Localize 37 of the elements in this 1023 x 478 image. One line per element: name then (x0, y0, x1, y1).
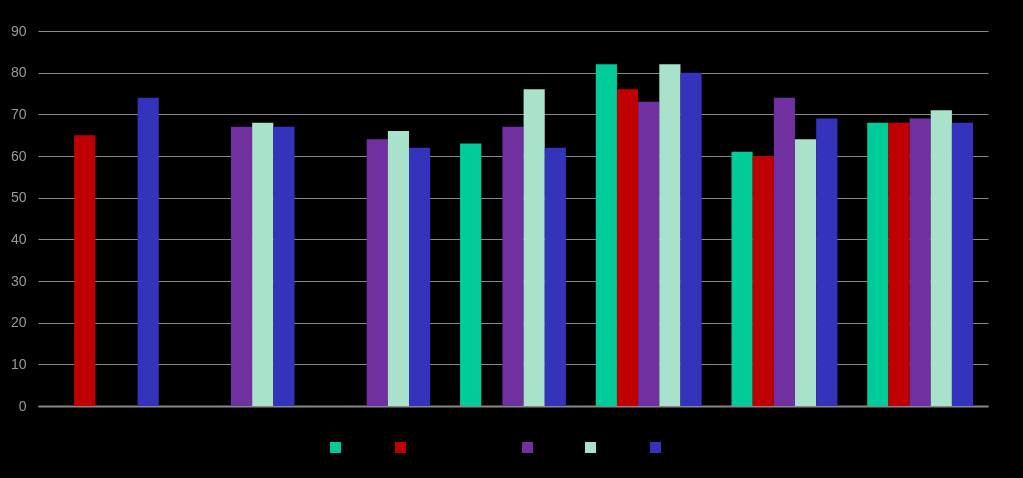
y-tick-label: 10 (10, 355, 27, 372)
bar (230, 126, 253, 406)
bar (387, 131, 410, 406)
bar (930, 110, 952, 406)
bar (638, 101, 660, 406)
y-tick-label: 30 (10, 272, 27, 289)
bar (659, 64, 681, 406)
bar (595, 64, 617, 406)
bar (816, 118, 838, 406)
bar (366, 139, 388, 406)
bar (523, 89, 545, 406)
bar (752, 156, 774, 406)
y-tick-label: 90 (10, 22, 27, 39)
y-tick-label: 20 (10, 314, 27, 331)
y-tick-label: 80 (10, 64, 27, 81)
bar (409, 147, 431, 406)
y-tick-label: 50 (10, 189, 27, 206)
bar (273, 126, 295, 406)
bar (74, 135, 96, 406)
bar (909, 118, 931, 406)
bar (460, 143, 482, 406)
bar (795, 139, 817, 406)
bar (867, 122, 889, 406)
bar (137, 97, 159, 406)
y-tick-label: 40 (10, 230, 27, 247)
bar (502, 126, 524, 406)
bar (544, 147, 566, 406)
bar (888, 122, 910, 406)
bar (680, 72, 702, 406)
bar (731, 151, 753, 406)
y-tick-label: 0 (18, 397, 27, 414)
bar (252, 122, 274, 406)
y-tick-label: 70 (10, 105, 27, 122)
bar (951, 122, 974, 406)
bar (616, 89, 639, 406)
y-tick-label: 60 (10, 147, 27, 164)
bar (773, 97, 796, 406)
